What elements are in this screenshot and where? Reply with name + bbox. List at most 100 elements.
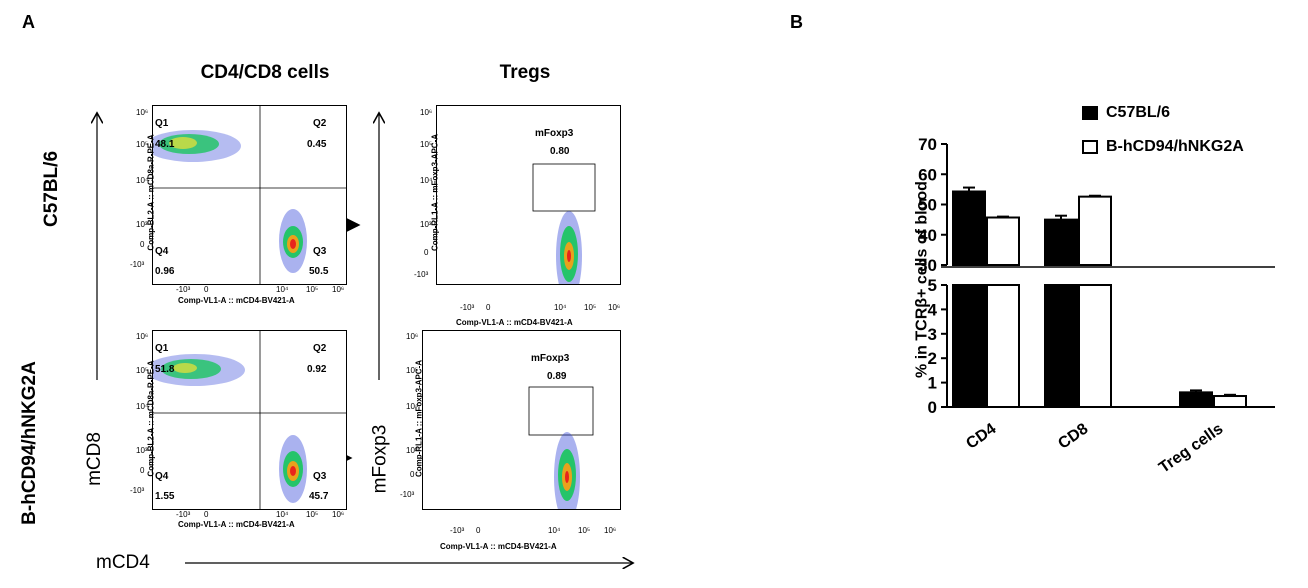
- ytick: 10⁵: [406, 366, 419, 375]
- q3-name: Q3: [313, 246, 327, 257]
- bar-CD8-1-upper: [1078, 195, 1112, 266]
- foxp3-value: 0.89: [547, 371, 567, 382]
- gate-name: mFoxp3: [531, 353, 570, 364]
- ytick: -10³: [400, 490, 415, 499]
- ytick: 10⁴: [136, 176, 149, 185]
- q4-value: 0.96: [155, 266, 175, 277]
- cd-x-title-row2: Comp-VL1-A :: mCD4-BV421-A: [178, 520, 295, 529]
- cd-x-title-row1: Comp-VL1-A :: mCD4-BV421-A: [178, 296, 295, 305]
- xtick: 0: [204, 510, 209, 519]
- ytick: 10⁵: [136, 366, 149, 375]
- ytick: 10³: [136, 220, 148, 229]
- legend-swatch-c57: [1082, 106, 1098, 120]
- ytick: 10³: [136, 446, 148, 455]
- q4-value: 1.55: [155, 491, 175, 502]
- y-tick-label: 40: [918, 226, 937, 245]
- flow-plot-cd-row2: Q1 51.8 Q2 0.92 Q3 45.7 Q4 1.55: [152, 330, 347, 510]
- xtick: 0: [486, 303, 491, 312]
- ytick: 10⁶: [406, 332, 419, 341]
- xtick: 10⁴: [548, 526, 561, 535]
- ytick: 10⁵: [420, 140, 433, 149]
- ytick: 0: [140, 240, 145, 249]
- ytick: 10³: [406, 446, 418, 455]
- legend-item-hcd94: B-hCD94/hNKG2A: [1082, 138, 1244, 156]
- bar-CD4-1-lower: [986, 284, 1020, 408]
- ytick: -10³: [130, 260, 145, 269]
- xtick: 10⁶: [608, 303, 621, 312]
- ytick: -10³: [414, 270, 429, 279]
- legend-label-c57: C57BL/6: [1106, 104, 1171, 121]
- q1-value: 48.1: [155, 139, 175, 150]
- xtick: -10³: [460, 303, 475, 312]
- y-tick-label: 50: [918, 196, 937, 215]
- legend-swatch-hcd94: [1082, 140, 1098, 154]
- q2-name: Q2: [313, 118, 327, 129]
- q1-value: 51.8: [155, 364, 175, 375]
- xtick: 10⁴: [276, 510, 289, 519]
- xtick: 10⁵: [306, 510, 319, 519]
- ytick: 10⁶: [136, 332, 149, 341]
- y-tick-label: 5: [928, 276, 937, 295]
- xtick: -10³: [450, 526, 465, 535]
- xtick: 0: [204, 285, 209, 294]
- xtick: 10⁵: [306, 285, 319, 294]
- q2-name: Q2: [313, 343, 327, 354]
- xtick: 10⁴: [554, 303, 567, 312]
- q3-value: 50.5: [309, 266, 329, 277]
- ytick: -10³: [130, 486, 145, 495]
- xtick: -10³: [176, 285, 191, 294]
- ytick: 0: [410, 470, 415, 479]
- col-header-tregs: Tregs: [499, 62, 551, 83]
- bar-Treg cells-0: [1179, 391, 1213, 408]
- ytick: 10³: [420, 220, 432, 229]
- flow-plot-treg-row1: mFoxp3 0.80: [436, 105, 621, 285]
- bar-CD8-0-upper: [1044, 218, 1078, 266]
- q3-population-row2: [279, 435, 307, 503]
- q3-value: 45.7: [309, 491, 329, 502]
- foxp3-value: 0.80: [550, 146, 570, 157]
- bar-CD8-0-lower: [1044, 284, 1078, 408]
- bar-CD8-1-lower: [1078, 284, 1112, 408]
- ytick: 10⁴: [406, 402, 419, 411]
- q3-name: Q3: [313, 471, 327, 482]
- bar-Treg cells-1: [1213, 395, 1247, 408]
- x-tick-label: CD8: [1055, 420, 1091, 452]
- y-tick-label: 30: [918, 256, 937, 275]
- xtick: -10³: [176, 510, 191, 519]
- q4-name: Q4: [155, 471, 169, 482]
- foxp3-population-row2: [554, 432, 580, 509]
- bar-CD4-0-lower: [952, 284, 986, 408]
- xtick: 0: [476, 526, 481, 535]
- q4-name: Q4: [155, 246, 169, 257]
- xtick: 10⁶: [604, 526, 617, 535]
- y-tick-label: 60: [918, 165, 937, 184]
- gate-name: mFoxp3: [535, 128, 574, 139]
- panel-a-letter: A: [22, 12, 35, 32]
- bar-CD4-1-upper: [986, 216, 1020, 267]
- xtick: 10⁶: [332, 510, 345, 519]
- x-tick-label: CD4: [963, 420, 999, 452]
- treg-x-title-row1: Comp-VL1-A :: mCD4-BV421-A: [456, 318, 573, 327]
- ytick: 10⁶: [136, 108, 149, 117]
- x-tick-label: Treg cells: [1156, 420, 1226, 476]
- flow-plot-treg-row2: mFoxp3 0.89: [422, 330, 621, 510]
- y-tick-label: 70: [918, 135, 937, 154]
- q1-population-row1: [153, 130, 241, 162]
- y-tick-label: 4: [928, 300, 938, 319]
- ytick: 0: [424, 248, 429, 257]
- ytick: 10⁵: [136, 140, 149, 149]
- bar-CD4-0-upper: [952, 190, 986, 266]
- xtick: 10⁴: [276, 285, 289, 294]
- big-axis-mcd4: mCD4: [96, 552, 150, 573]
- col-header-cd4cd8: CD4/CD8 cells: [200, 62, 330, 83]
- y-tick-label: 1: [928, 374, 937, 393]
- q2-value: 0.45: [307, 139, 327, 150]
- y-tick-label: 0: [928, 398, 937, 417]
- panel-b-letter: B: [790, 12, 803, 32]
- legend-label-hcd94: B-hCD94/hNKG2A: [1106, 138, 1244, 155]
- y-tick-label: 2: [928, 349, 937, 368]
- flow-plot-cd-row1: Q1 48.1 Q2 0.45 Q3 50.5 Q4 0.96: [152, 105, 347, 285]
- legend-item-c57: C57BL/6: [1082, 104, 1170, 122]
- ytick: 0: [140, 466, 145, 475]
